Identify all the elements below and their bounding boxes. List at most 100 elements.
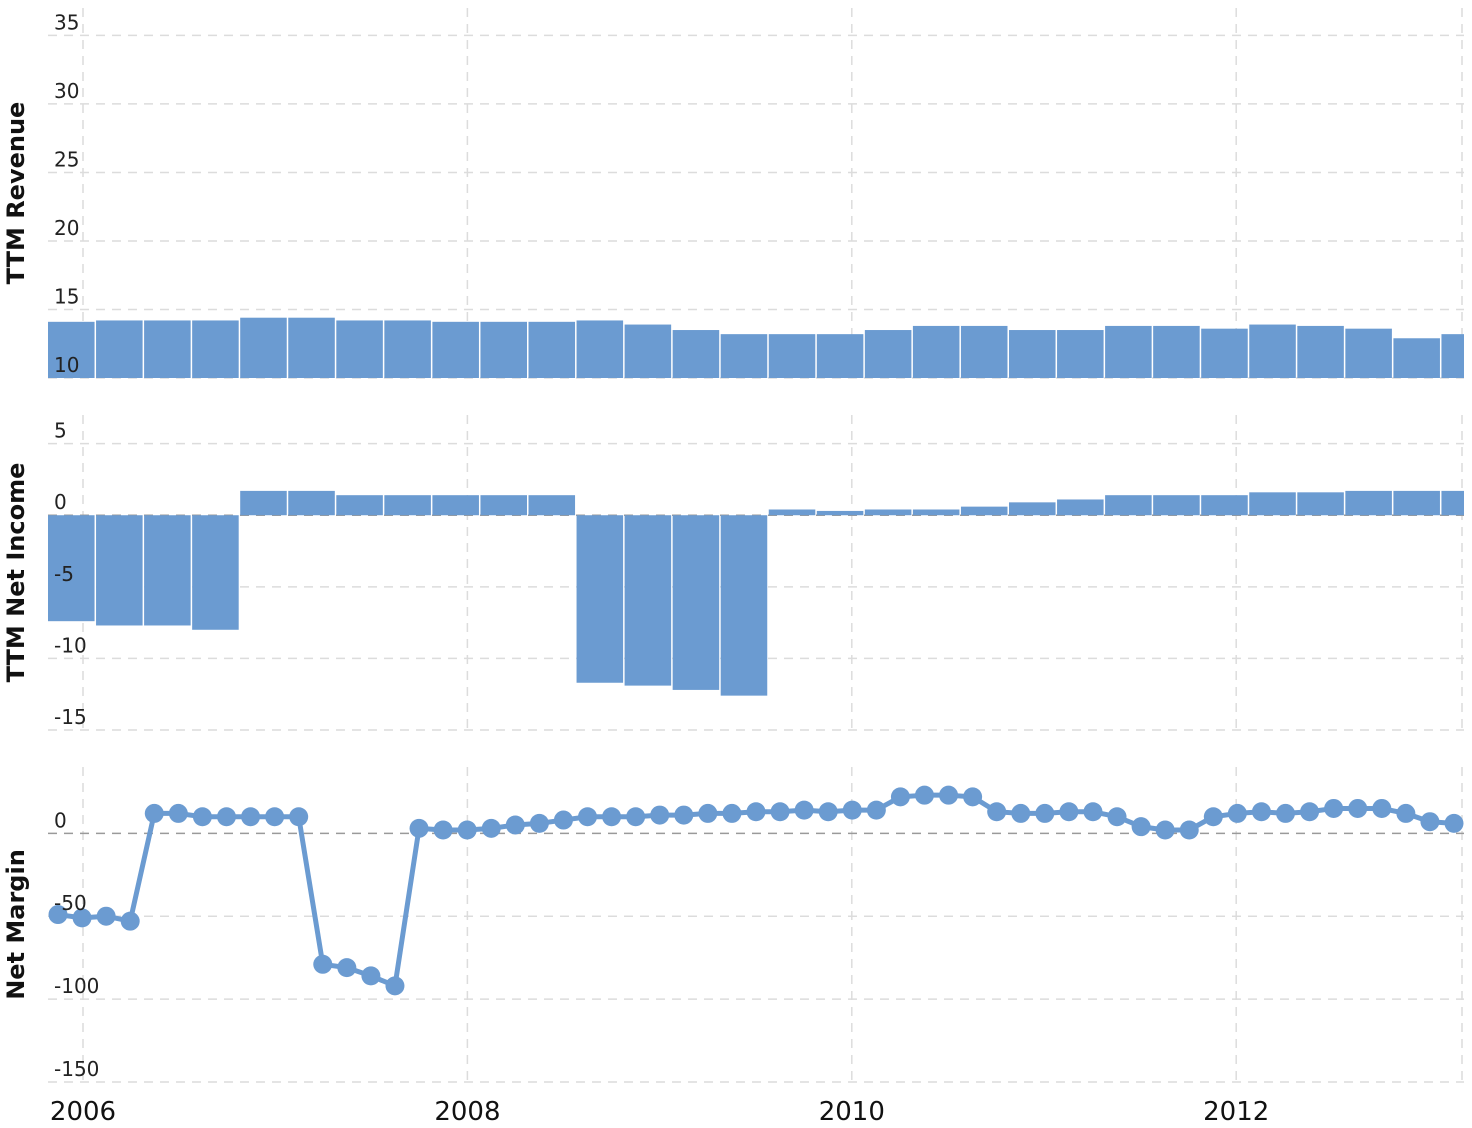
bar-panel1-q16 xyxy=(768,334,816,378)
bar-panel2-q16 xyxy=(768,509,816,516)
bar-panel2-q20 xyxy=(960,506,1008,516)
bar-panel1-q23 xyxy=(1105,325,1152,378)
net-margin-point-q6 xyxy=(168,803,188,823)
ytick-label-panel2: -5 xyxy=(54,562,74,586)
bar-panel1-q27 xyxy=(1297,325,1344,378)
bar-panel2-q26 xyxy=(1249,492,1296,516)
bar-panel1-q5 xyxy=(240,317,287,378)
bar-panel1-q28 xyxy=(1345,328,1392,378)
net-margin-point-q20 xyxy=(505,815,525,835)
bar-panel2-q6 xyxy=(288,490,335,516)
ytick-label-panel3: 0 xyxy=(54,808,67,832)
bar-panel1-q13 xyxy=(624,324,672,378)
net-margin-point-q47 xyxy=(1155,820,1175,840)
bar-panel2-q29 xyxy=(1393,490,1440,516)
net-margin-point-q52 xyxy=(1276,803,1296,823)
bar-panel2-q12 xyxy=(576,515,624,683)
bar-panel1-q19 xyxy=(912,325,960,378)
net-margin-point-q56 xyxy=(1372,798,1392,818)
net-margin-point-q40 xyxy=(987,802,1007,822)
net-margin-point-q26 xyxy=(650,805,670,825)
net-margin-point-q11 xyxy=(289,807,309,827)
net-margin-point-q58 xyxy=(1420,812,1440,832)
net-margin-point-q24 xyxy=(602,807,622,827)
bar-panel2-q15 xyxy=(720,515,768,696)
net-margin-point-q54 xyxy=(1324,798,1344,818)
ytick-label-panel1: 15 xyxy=(54,284,79,308)
bar-panel2-q10 xyxy=(480,495,527,516)
bar-panel1-q9 xyxy=(432,321,479,378)
net-margin-point-q59 xyxy=(1444,813,1464,833)
ytick-label-panel2: 5 xyxy=(54,419,67,443)
net-margin-point-q50 xyxy=(1227,803,1247,823)
bar-panel2-q14 xyxy=(672,515,720,690)
net-margin-point-q12 xyxy=(313,954,333,974)
bar-panel1-q22 xyxy=(1057,330,1104,378)
net-margin-point-q39 xyxy=(963,787,983,807)
net-margin-point-q27 xyxy=(674,805,694,825)
net-margin-point-q2 xyxy=(72,908,92,928)
bar-panel2-q22 xyxy=(1057,499,1104,516)
net-margin-point-q25 xyxy=(626,807,646,827)
bar-panel2-q2 xyxy=(96,515,143,626)
net-margin-point-q1 xyxy=(48,905,68,925)
ytick-label-panel3: -150 xyxy=(54,1057,99,1081)
net-margin-point-q35 xyxy=(866,800,886,820)
bar-panel2-q24 xyxy=(1153,495,1200,516)
bar-panel1-q14 xyxy=(672,330,720,378)
ytick-label-panel1: 20 xyxy=(54,216,79,240)
net-margin-point-q21 xyxy=(529,813,549,833)
x-tick-label-2008: 2008 xyxy=(434,1097,500,1127)
bar-panel1-q4 xyxy=(192,320,239,378)
bar-panel2-q7 xyxy=(336,495,383,516)
bar-panel1-q15 xyxy=(720,334,768,378)
y-axis-label-panel2: TTM Net Income xyxy=(2,463,30,683)
net-margin-point-q37 xyxy=(914,785,934,805)
bar-panel2-q28 xyxy=(1345,490,1392,516)
bar-panel1-q6 xyxy=(288,317,335,378)
x-tick-label-2012: 2012 xyxy=(1203,1097,1269,1127)
ytick-label-panel1: 25 xyxy=(54,147,79,171)
net-margin-point-q51 xyxy=(1251,802,1271,822)
bar-panel1-q25 xyxy=(1201,328,1248,378)
net-margin-point-q5 xyxy=(144,803,164,823)
bar-panel2-q5 xyxy=(240,490,287,516)
bar-panel1-q11 xyxy=(528,321,576,378)
bar-panel2-q23 xyxy=(1105,495,1152,516)
net-margin-point-q48 xyxy=(1179,820,1199,840)
net-margin-point-q19 xyxy=(481,818,501,838)
ytick-label-panel3: -100 xyxy=(54,974,99,998)
bar-panel2-q4 xyxy=(192,515,239,630)
ytick-label-panel2: -10 xyxy=(54,633,87,657)
net-margin-point-q16 xyxy=(409,818,429,838)
bar-panel1-q24 xyxy=(1153,325,1200,378)
net-margin-point-q22 xyxy=(553,810,573,830)
net-margin-point-q49 xyxy=(1203,807,1223,827)
bar-panel2-q25 xyxy=(1201,495,1248,516)
bar-panel2-q13 xyxy=(624,515,672,686)
net-margin-point-q34 xyxy=(842,800,862,820)
bar-panel1-q10 xyxy=(480,321,527,378)
net-margin-point-q30 xyxy=(746,802,766,822)
bar-panel1-q21 xyxy=(1009,330,1056,378)
net-margin-point-q55 xyxy=(1348,798,1368,818)
net-margin-point-q43 xyxy=(1059,802,1079,822)
net-margin-point-q13 xyxy=(337,958,357,978)
bar-panel2-q8 xyxy=(384,495,431,516)
bar-panel2-q21 xyxy=(1009,502,1056,516)
bar-panel1-q7 xyxy=(336,320,383,378)
bar-panel1-q8 xyxy=(384,320,431,378)
net-margin-point-q4 xyxy=(120,911,140,931)
net-margin-point-q3 xyxy=(96,906,116,926)
ytick-label-panel1: 35 xyxy=(54,10,79,34)
bar-panel2-q30 xyxy=(1441,490,1464,516)
ytick-label-panel2: -15 xyxy=(54,705,87,729)
bar-panel2-q11 xyxy=(528,495,576,516)
bar-panel2-q27 xyxy=(1297,492,1344,516)
bar-panel2-q19 xyxy=(912,509,960,516)
bar-panel2-q9 xyxy=(432,495,479,516)
y-axis-label-panel1: TTM Revenue xyxy=(2,102,30,285)
bar-panel1-q3 xyxy=(144,320,191,378)
